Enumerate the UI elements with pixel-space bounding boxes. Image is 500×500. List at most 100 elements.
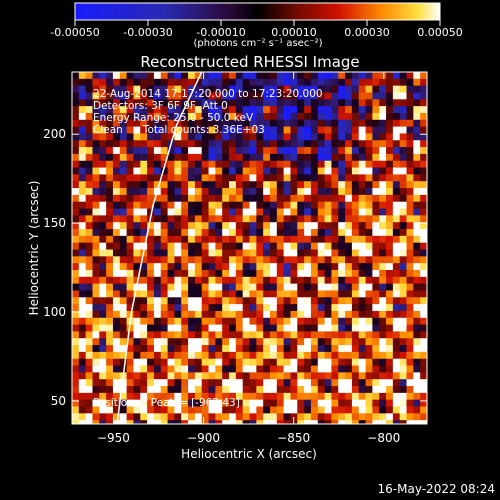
- heatmap-cell: [358, 140, 367, 148]
- heatmap-cell: [194, 386, 203, 394]
- heatmap-cell: [283, 167, 292, 176]
- heatmap-cell: [126, 263, 135, 271]
- heatmap-cell: [215, 324, 223, 333]
- heatmap-cell: [147, 304, 155, 312]
- heatmap-cell: [249, 406, 257, 414]
- heatmap-cell: [379, 85, 387, 94]
- heatmap-cell: [351, 256, 360, 264]
- heatmap-cell: [338, 194, 346, 203]
- heatmap-cell: [310, 358, 319, 367]
- heatmap-cell: [242, 290, 251, 298]
- heatmap-cell: [222, 147, 230, 155]
- heatmap-cell: [85, 351, 94, 360]
- heatmap-cell: [174, 358, 182, 367]
- heatmap-cell: [174, 263, 182, 271]
- heatmap-cell: [99, 345, 107, 353]
- heatmap-cell: [78, 201, 87, 210]
- heatmap-cell: [208, 215, 216, 223]
- heatmap-cell: [208, 345, 216, 353]
- heatmap-cell: [140, 372, 148, 380]
- heatmap-cell: [167, 304, 176, 312]
- heatmap-cell: [215, 263, 223, 271]
- heatmap-cell: [283, 276, 292, 285]
- heatmap-cell: [351, 133, 360, 141]
- heatmap-cell: [317, 222, 326, 230]
- heatmap-cell: [72, 379, 80, 387]
- heatmap-cell: [317, 235, 326, 244]
- heatmap-cell: [106, 140, 114, 148]
- heatmap-cell: [181, 420, 189, 424]
- heatmap-cell: [92, 215, 100, 223]
- heatmap-cell: [386, 283, 394, 292]
- heatmap-cell: [290, 215, 298, 223]
- heatmap-cell: [269, 229, 278, 237]
- heatmap-cell: [78, 174, 87, 182]
- heatmap-cell: [338, 222, 346, 230]
- heatmap-cell: [297, 358, 305, 367]
- heatmap-cell: [140, 317, 148, 326]
- heatmap-cell: [188, 174, 196, 182]
- heatmap-cell: [160, 358, 169, 367]
- heatmap-cell: [372, 372, 380, 380]
- heatmap-cell: [78, 420, 87, 424]
- heatmap-cell: [249, 167, 257, 176]
- heatmap-cell: [222, 283, 230, 292]
- heatmap-cell: [235, 358, 244, 367]
- heatmap-cell: [345, 215, 353, 223]
- heatmap-cell: [215, 392, 223, 401]
- heatmap-cell: [174, 174, 182, 182]
- heatmap-cell: [283, 242, 292, 251]
- heatmap-cell: [153, 263, 162, 271]
- heatmap-cell: [263, 406, 271, 414]
- heatmap-cell: [153, 119, 162, 128]
- heatmap-cell: [92, 297, 100, 305]
- heatmap-cell: [290, 167, 298, 176]
- heatmap-cell: [290, 372, 298, 380]
- heatmap-cell: [160, 379, 169, 387]
- heatmap-cell: [276, 379, 285, 387]
- heatmap-cell: [119, 290, 128, 298]
- heatmap-cell: [235, 99, 244, 107]
- heatmap-cell: [112, 208, 121, 216]
- heatmap-cell: [85, 92, 94, 100]
- heatmap-cell: [72, 112, 80, 121]
- heatmap-cell: [263, 399, 271, 408]
- heatmap-cell: [386, 420, 394, 424]
- heatmap-cell: [269, 133, 278, 141]
- heatmap-cell: [92, 263, 100, 271]
- heatmap-cell: [72, 386, 80, 394]
- heatmap-cell: [106, 317, 114, 326]
- heatmap-cell: [208, 269, 216, 278]
- heatmap-cell: [188, 201, 196, 210]
- heatmap-cell: [290, 78, 298, 87]
- heatmap-cell: [413, 290, 421, 298]
- heatmap-cell: [194, 345, 203, 353]
- heatmap-cell: [126, 119, 135, 128]
- heatmap-cell: [386, 140, 394, 148]
- heatmap-cell: [235, 365, 244, 373]
- heatmap-cell: [72, 222, 80, 230]
- heatmap-cell: [249, 72, 257, 80]
- heatmap-cell: [351, 181, 360, 189]
- heatmap-cell: [147, 345, 155, 353]
- heatmap-cell: [386, 331, 394, 339]
- heatmap-cell: [242, 85, 251, 94]
- heatmap-cell: [229, 317, 237, 326]
- heatmap-cell: [153, 269, 162, 278]
- heatmap-cell: [256, 249, 264, 257]
- heatmap-cell: [331, 276, 339, 285]
- heatmap-cell: [351, 85, 360, 94]
- heatmap-cell: [310, 229, 319, 237]
- heatmap-cell: [386, 222, 394, 230]
- heatmap-cell: [372, 365, 380, 373]
- heatmap-cell: [276, 392, 285, 401]
- heatmap-cell: [112, 106, 121, 114]
- heatmap-cell: [106, 338, 114, 346]
- heatmap-cell: [269, 304, 278, 312]
- heatmap-cell: [167, 235, 176, 244]
- heatmap-cell: [181, 222, 189, 230]
- heatmap-cell: [72, 263, 80, 271]
- heatmap-cell: [126, 106, 135, 114]
- heatmap-cell: [324, 290, 333, 298]
- heatmap-cell: [297, 304, 305, 312]
